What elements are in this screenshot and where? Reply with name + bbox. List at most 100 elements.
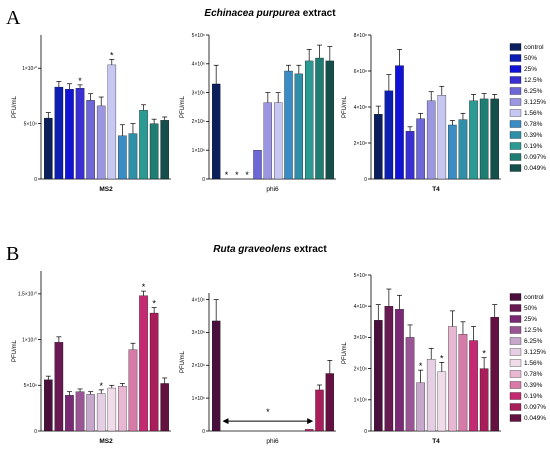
bar-25% xyxy=(395,65,404,180)
legend-label: 0.097% xyxy=(524,154,546,161)
y-tick-label: 4×10⁶ xyxy=(192,62,205,68)
legend-label: 0.39% xyxy=(524,132,543,139)
y-tick-label: 4×10⁸ xyxy=(354,105,367,111)
legend-label: 0.39% xyxy=(524,382,543,389)
x-axis-label: T4 xyxy=(432,186,440,193)
legend-label: 3.125% xyxy=(524,349,546,356)
y-axis-label: PFU/mL xyxy=(180,95,186,118)
legend-swatch xyxy=(509,153,522,161)
significance-star: * xyxy=(78,76,82,86)
bar-0.19% xyxy=(139,110,148,180)
x-axis-label: phi6 xyxy=(266,438,279,445)
legend-label: control xyxy=(524,44,544,51)
bar-1.56% xyxy=(437,95,447,180)
bar-0.097% xyxy=(315,389,324,432)
legend-swatch xyxy=(509,98,522,106)
bar-0.049% xyxy=(160,383,169,432)
y-tick-label: 1×10¹⁰ xyxy=(22,337,37,343)
bar-0.39% xyxy=(128,133,138,180)
bar-0.097% xyxy=(149,123,159,180)
bar-50% xyxy=(384,90,394,180)
legend-label: 6.25% xyxy=(524,338,543,345)
y-tick-label: 2×10⁸ xyxy=(354,366,367,372)
y-tick-label: 1×10⁸ xyxy=(354,398,367,404)
legend-swatch xyxy=(509,293,522,301)
chart-a-ms2: 0 5×10⁹ 1×10¹⁰ PFU/mL MS2 * * xyxy=(12,35,171,193)
significance-star: * xyxy=(245,170,249,180)
legend-label: 0.19% xyxy=(524,393,543,400)
legends-layer: control 50% 25% 12.5% 6.25% 3.125% 1.56% 0.78% 0… xyxy=(509,43,546,422)
legend-label: 1.56% xyxy=(524,360,543,367)
y-tick-label: 0 xyxy=(202,429,205,435)
bar-6.25% xyxy=(416,382,425,432)
bracket-arrow-right xyxy=(307,418,314,425)
legend-swatch xyxy=(509,304,522,312)
bar-3.125% xyxy=(263,102,273,180)
panel-letter-a: A xyxy=(6,7,21,29)
y-tick-label: 5×10⁸ xyxy=(354,273,367,279)
charts-layer: 0 5×10⁹ 1×10¹⁰ PFU/mL MS2 * * 0 1×10⁶ 2×10⁶ 3×10⁶ 4… xyxy=(12,33,501,445)
panel-title-a: Echinacea purpurea extract xyxy=(204,8,336,19)
y-tick-label: 1×10⁶ xyxy=(192,148,205,154)
legend-swatch xyxy=(509,359,522,367)
legend-swatch xyxy=(509,370,522,378)
y-tick-label: 0 xyxy=(34,177,37,183)
y-tick-label: 2×10⁶ xyxy=(192,363,205,369)
legend-label: 50% xyxy=(524,305,537,312)
legend-swatch xyxy=(509,337,522,345)
bar-3.125% xyxy=(426,100,436,180)
bar-0.097% xyxy=(479,368,489,432)
legend-label: 3.125% xyxy=(524,99,546,106)
significance-star: * xyxy=(235,170,239,180)
bar-3.125% xyxy=(96,105,106,180)
x-axis-label: MS2 xyxy=(99,438,113,445)
chart-a-phi6: 0 1×10⁶ 2×10⁶ 3×10⁶ 4×10⁶ 5×10⁶ PFU/mL phi6 * * * xyxy=(180,33,336,193)
bar-control xyxy=(44,379,53,432)
significance-star: * xyxy=(440,353,444,363)
panel-title-a-species: Echinacea purpurea xyxy=(204,8,300,19)
bar-0.19% xyxy=(469,100,478,180)
legend-swatch xyxy=(509,109,522,117)
y-tick-label: 0 xyxy=(34,429,37,435)
x-axis-label: MS2 xyxy=(99,186,113,193)
legend-label: 0.78% xyxy=(524,121,543,128)
y-tick-label: 3×10⁶ xyxy=(192,330,205,336)
y-tick-label: 8×10⁸ xyxy=(354,33,367,39)
y-tick-label: 3×10⁸ xyxy=(354,335,367,341)
bar-control xyxy=(44,117,53,180)
bar-0.78% xyxy=(448,326,457,432)
y-tick-label: 1×10¹⁰ xyxy=(22,66,37,72)
bar-0.39% xyxy=(294,73,304,180)
bar-0.19% xyxy=(304,60,314,180)
y-axis-label: PFU/mL xyxy=(180,350,186,373)
bar-6.25% xyxy=(86,394,95,432)
bar-0.19% xyxy=(304,429,314,432)
significance-star: * xyxy=(142,282,146,292)
legend-swatch xyxy=(509,348,522,356)
bar-0.097% xyxy=(315,57,324,180)
bar-0.78% xyxy=(118,386,127,432)
y-tick-label: 4×10⁶ xyxy=(192,297,205,303)
bar-25% xyxy=(65,89,74,180)
legend-swatch xyxy=(509,87,522,95)
chart-b-t4: 0 1×10⁸ 2×10⁸ 3×10⁸ 4×10⁸ 5×10⁸ PFU/mL T4 * * * xyxy=(342,273,501,445)
significance-star: * xyxy=(99,381,103,391)
significance-star: * xyxy=(482,349,486,359)
bar-0.097% xyxy=(479,98,489,180)
legend-swatch xyxy=(509,381,522,389)
legend-swatch xyxy=(509,326,522,334)
legend-label: 0.097% xyxy=(524,404,546,411)
y-tick-label: 0 xyxy=(202,177,205,183)
bar-0.19% xyxy=(469,340,478,432)
panel-title-b: Ruta graveolens extract xyxy=(213,244,327,255)
legend-label: 0.049% xyxy=(524,415,546,422)
significance-star: * xyxy=(419,361,423,371)
bar-0.049% xyxy=(490,98,499,180)
legend-swatch xyxy=(509,414,522,422)
chart-a-t4: 0 2×10⁸ 4×10⁸ 6×10⁸ 8×10⁸ PFU/mL T4 xyxy=(342,33,501,193)
x-axis-label: T4 xyxy=(432,438,440,445)
y-tick-label: 2×10⁶ xyxy=(192,119,205,125)
legend-swatch xyxy=(509,120,522,128)
bar-6.25% xyxy=(253,150,262,180)
